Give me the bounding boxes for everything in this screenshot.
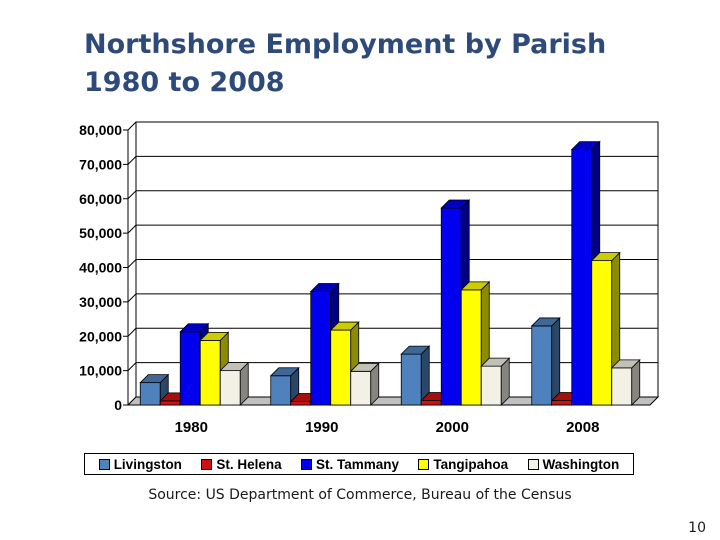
legend-label: St. Helena — [216, 456, 282, 472]
bar-top — [400, 345, 431, 355]
bar-top — [610, 359, 641, 369]
bar-front — [350, 370, 372, 406]
bar-front — [480, 365, 502, 406]
legend-item: Washington — [527, 456, 620, 472]
gridline-diagonal — [127, 362, 137, 371]
employment-bar-chart: 0 10,000 20,000 30,000 40,000 50,000 60,000 70,… — [79, 121, 660, 436]
bar-top — [179, 323, 210, 333]
legend-item: Livingston — [98, 456, 182, 472]
bar-top — [199, 331, 230, 341]
bar-top — [570, 141, 601, 150]
axis-layer: 0 10,000 20,000 30,000 40,000 50,000 60,000 70,… — [79, 122, 599, 436]
legend-swatch — [418, 458, 430, 470]
bar-front — [310, 291, 332, 406]
bar-front — [551, 400, 573, 406]
bar — [269, 366, 300, 406]
legend-item: St. Tammany — [300, 456, 399, 472]
bar-front — [440, 207, 462, 406]
bar — [480, 357, 511, 406]
bar-front — [460, 289, 482, 406]
bar-top — [480, 357, 511, 367]
bar-front — [219, 370, 241, 406]
bar — [219, 361, 250, 406]
bar-front — [571, 149, 593, 406]
slide-title-line-1: Northshore Employment by Parish — [84, 29, 607, 60]
bar-top — [269, 367, 300, 377]
bar-top — [440, 199, 471, 209]
y-tick-label: 60,000 — [79, 191, 122, 207]
bar-top — [309, 283, 340, 292]
y-tick-label: 70,000 — [79, 156, 122, 172]
bar — [349, 362, 380, 406]
gridline-diagonal — [127, 293, 137, 303]
y-tick-label: 40,000 — [79, 260, 122, 276]
legend-swatch — [300, 458, 312, 470]
bar-side — [551, 316, 561, 406]
bar-top — [139, 374, 170, 384]
bar-front — [330, 329, 352, 406]
bar-front — [139, 382, 161, 406]
legend-label: Livingston — [113, 456, 182, 472]
bar-front — [290, 401, 312, 406]
bar-top — [530, 317, 561, 327]
legend-swatch — [201, 458, 213, 470]
gridline-diagonal — [127, 121, 137, 131]
x-tick-label: 2000 — [436, 419, 469, 436]
x-tick-label: 1980 — [175, 419, 208, 436]
gridline-diagonal — [127, 224, 137, 234]
bar — [610, 358, 641, 406]
y-tick-label: 20,000 — [79, 328, 122, 344]
bar-front — [611, 367, 633, 406]
y-tick-label: 30,000 — [79, 294, 122, 310]
bar-top — [460, 281, 491, 291]
bar — [530, 316, 561, 406]
bar-front — [159, 400, 181, 406]
y-tick-label: 80,000 — [79, 122, 122, 138]
slide-title: Northshore Employment by Parish 1980 to … — [84, 26, 684, 102]
gridline-diagonal — [127, 190, 137, 200]
bars-layer — [139, 140, 641, 406]
y-tick-label: 10,000 — [79, 363, 122, 379]
bar-front — [420, 400, 442, 406]
legend-label: St. Tammany — [315, 456, 399, 472]
legend-label: Tangipahoa — [433, 456, 509, 472]
bar-front — [531, 325, 553, 406]
bar-top — [590, 252, 621, 262]
x-tick-label: 1990 — [305, 419, 338, 436]
bar-top — [219, 362, 250, 372]
slide-title-line-2: 1980 to 2008 — [84, 67, 285, 98]
legend-label: Washington — [542, 456, 620, 472]
gridline-diagonal — [127, 259, 137, 268]
bar-top — [349, 362, 380, 372]
source-note: Source: US Department of Commerce, Burea… — [148, 487, 572, 503]
bar — [400, 345, 431, 406]
y-tick-label: 50,000 — [79, 225, 122, 241]
legend-swatch — [527, 458, 539, 470]
bar-front — [591, 260, 613, 406]
legend-item: Tangipahoa — [418, 457, 508, 472]
bar-front — [400, 353, 422, 406]
gridline-diagonal — [127, 156, 137, 165]
chart-legend: Livingston St. Helena St. Tammany Tangipaho… — [84, 453, 634, 475]
bar — [139, 373, 170, 406]
bar-front — [270, 375, 292, 406]
legend-swatch — [98, 458, 110, 470]
bar-front — [179, 331, 201, 406]
bar-front — [199, 339, 221, 406]
gridline-diagonal — [127, 327, 137, 337]
x-tick-label: 2008 — [566, 419, 599, 436]
legend-item: St. Helena — [201, 456, 282, 472]
slide-number: 10 — [688, 520, 706, 536]
bar-top — [329, 321, 360, 331]
y-tick-label: 0 — [114, 397, 122, 413]
